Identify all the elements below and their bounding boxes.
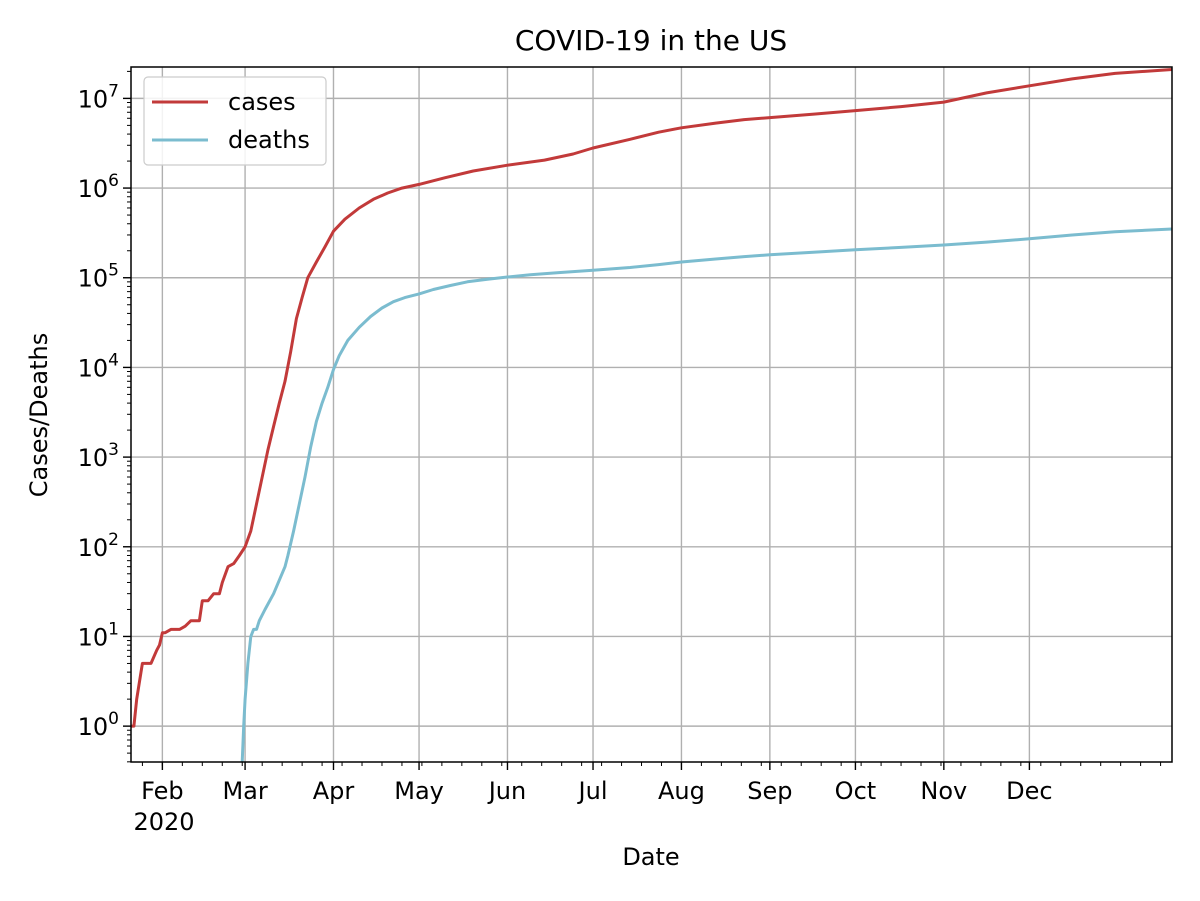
legend-label-cases: cases <box>228 88 296 116</box>
x-axis-label: Date <box>622 843 679 871</box>
series-line-cases <box>131 68 1173 728</box>
x-tick-label: Oct <box>835 777 877 805</box>
x-tick-label: Nov <box>920 777 967 805</box>
x-year-label: 2020 <box>133 808 194 836</box>
chart-title: COVID-19 in the US <box>515 24 787 57</box>
x-tick-label: Aug <box>658 777 705 805</box>
x-tick-label: Sep <box>747 777 792 805</box>
x-tick-label: Dec <box>1006 777 1052 805</box>
y-tick-label: 104 <box>78 350 119 382</box>
y-tick-exponent: 0 <box>108 709 119 729</box>
grid <box>131 67 1172 762</box>
y-tick-base: 10 <box>78 534 109 562</box>
x-tick-label: Mar <box>222 777 267 805</box>
x-tick-label: Jun <box>487 777 527 805</box>
y-tick-label: 102 <box>78 530 119 562</box>
x-tick-label: Jul <box>577 777 608 805</box>
y-tick-base: 10 <box>78 354 109 382</box>
y-tick-base: 10 <box>78 85 109 113</box>
y-tick-label: 100 <box>78 709 119 741</box>
y-tick-base: 10 <box>78 175 109 203</box>
x-tick-label: Feb <box>141 777 184 805</box>
series-line-deaths <box>240 227 1173 762</box>
legend-box <box>143 76 327 166</box>
plot-frame <box>130 66 1173 763</box>
y-tick-exponent: 1 <box>108 619 119 639</box>
y-tick-exponent: 3 <box>108 440 119 460</box>
y-tick-base: 10 <box>78 265 109 293</box>
y-tick-label: 105 <box>78 261 119 293</box>
legend: cases deaths <box>143 76 327 166</box>
y-tick-exponent: 4 <box>108 350 119 370</box>
y-axis-label: Cases/Deaths <box>25 333 53 497</box>
y-tick-base: 10 <box>78 444 109 472</box>
y-tick-label: 101 <box>78 619 119 651</box>
y-tick-exponent: 6 <box>108 171 119 191</box>
y-tick-base: 10 <box>78 623 109 651</box>
series-layer <box>131 68 1173 762</box>
y-tick-exponent: 2 <box>108 530 119 550</box>
y-tick-exponent: 7 <box>108 81 119 101</box>
y-tick-label: 106 <box>78 171 119 203</box>
x-tick-label: Apr <box>313 777 355 805</box>
x-tick-label: May <box>394 777 444 805</box>
y-tick-base: 10 <box>78 713 109 741</box>
x-axis: Feb Mar Apr May Jun Jul Aug Sep Oct Nov Dec <box>141 762 1162 805</box>
legend-label-deaths: deaths <box>228 126 310 154</box>
y-tick-label: 103 <box>78 440 119 472</box>
y-tick-label: 107 <box>78 81 119 113</box>
y-tick-exponent: 5 <box>108 261 119 281</box>
